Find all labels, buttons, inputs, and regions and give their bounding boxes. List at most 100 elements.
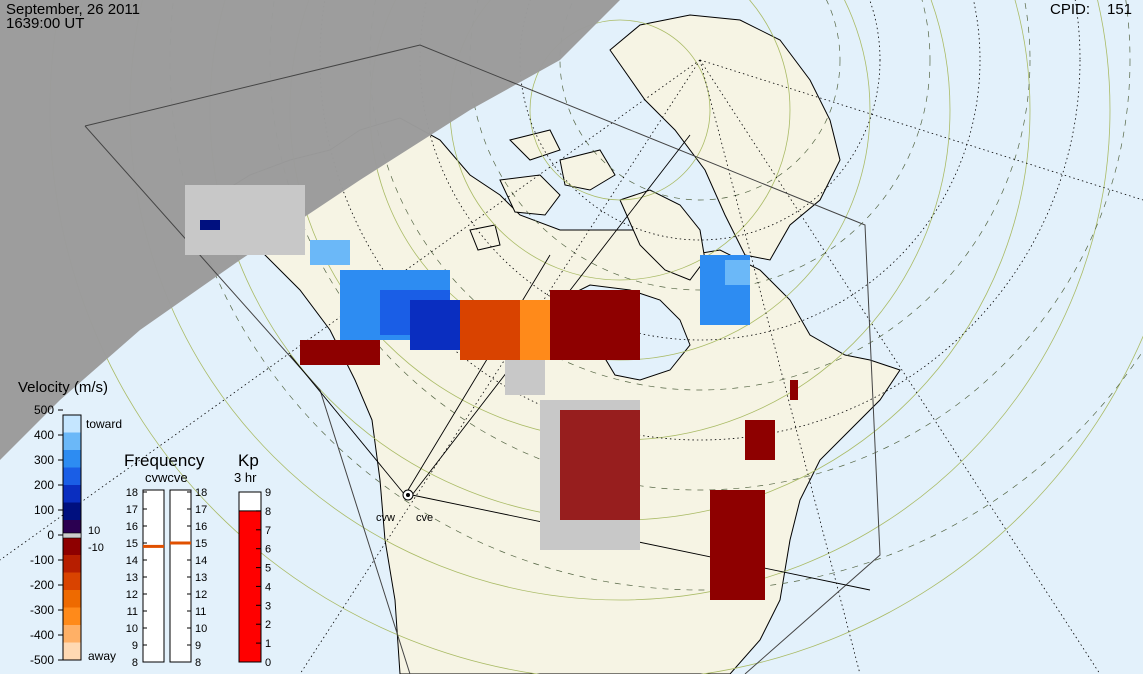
frequency-tick-label-left: 16 xyxy=(126,521,138,533)
velocity-tick-label: 0 xyxy=(47,528,54,542)
toward-cell xyxy=(200,220,220,230)
kp-tick-label: 4 xyxy=(265,581,271,593)
frequency-tick-label-right: 12 xyxy=(195,589,207,601)
frequency-tick-labels: 18 17 16 15 14 13 12 11 10 9 8 18 17 16 15 14 13 12 11 10 9 8 xyxy=(126,487,208,669)
velocity-tick-label: 400 xyxy=(34,428,54,442)
frequency-tick-label-left: 17 xyxy=(126,504,138,516)
frequency-tick-label-left: 15 xyxy=(126,538,138,550)
fov-edge xyxy=(404,254,551,496)
radar-label-cvw: cvw xyxy=(376,512,395,524)
velocity-scale-band xyxy=(63,590,81,608)
velocity-toward-label: toward xyxy=(86,417,122,431)
frequency-tick-label-left: 10 xyxy=(126,623,138,635)
frequency-tick-label-right: 16 xyxy=(195,521,207,533)
velocity-scale-band xyxy=(63,450,81,468)
frequency-tick-label-right: 13 xyxy=(195,572,207,584)
frequency-tick-label-right: 11 xyxy=(195,606,206,618)
kp-tick-label: 1 xyxy=(265,638,271,650)
frequency-markers xyxy=(143,541,191,548)
night-shade xyxy=(0,0,620,460)
velocity-tick-label: -500 xyxy=(30,653,54,667)
velocity-tick-label: 300 xyxy=(34,453,54,467)
dotted-meridian xyxy=(0,59,701,561)
velocity-tick-label: 500 xyxy=(34,403,54,417)
frequency-legend-subtitle: cvwcve xyxy=(145,470,188,485)
dotted-meridian xyxy=(699,59,1143,201)
frequency-tick-label-right: 14 xyxy=(195,555,207,567)
projection-frame xyxy=(84,44,881,674)
velocity-legend-title: Velocity (m/s) xyxy=(18,379,108,396)
magnetic-latitude-circle xyxy=(269,0,1131,491)
velocity-scale-band xyxy=(63,502,81,521)
kp-tick-label: 9 xyxy=(265,487,271,499)
velocity-tick-label: -300 xyxy=(30,603,54,617)
latitude-circle xyxy=(529,19,711,201)
dotted-latitude-circle xyxy=(419,0,981,341)
away-cell xyxy=(710,490,765,600)
frequency-marker-cvw xyxy=(143,544,164,548)
away-cell xyxy=(550,290,640,360)
velocity-scale-band xyxy=(63,537,81,556)
radar-site-center xyxy=(406,493,410,497)
dotted-meridian xyxy=(699,59,1101,674)
magnetic-latitude-circle xyxy=(559,0,841,201)
frequency-legend-title: Frequency xyxy=(124,451,205,470)
velocity-tick-label: 200 xyxy=(34,478,54,492)
magnetic-latitude-circle xyxy=(169,0,1143,591)
kp-tick-labels: 9 8 7 6 5 4 3 2 1 0 xyxy=(256,487,271,669)
frequency-bar-cvw xyxy=(142,489,165,663)
arctic-island-4 xyxy=(469,224,501,251)
toward-cell xyxy=(410,300,465,350)
kp-legend-subtitle: 3 hr xyxy=(234,470,257,485)
fov-edge xyxy=(289,354,406,496)
toward-cell xyxy=(725,260,750,285)
radar-sites: cvw cve xyxy=(376,489,433,524)
velocity-scale-band xyxy=(63,555,81,573)
away-cell xyxy=(790,380,798,400)
ground-scatter-cell xyxy=(505,360,545,395)
frequency-tick-label-left: 12 xyxy=(126,589,138,601)
toward-cell xyxy=(310,240,350,265)
kp-tick-label: 2 xyxy=(265,619,271,631)
arctic-island-3 xyxy=(509,129,561,161)
kp-tick-label: 8 xyxy=(265,506,271,518)
velocity-tick-labels: 500 400 300 200 100 0 -100 -200 -300 -400 -500 xyxy=(30,403,63,667)
away-cell xyxy=(460,300,520,360)
radar-label-cve: cve xyxy=(416,512,433,524)
kp-tick-label: 6 xyxy=(265,544,271,556)
velocity-scale-band xyxy=(63,642,81,661)
frequency-tick-label-right: 18 xyxy=(195,487,207,499)
velocity-tick-label: 100 xyxy=(34,503,54,517)
frequency-tick-label-left: 11 xyxy=(127,606,138,618)
dotted-meridian xyxy=(299,59,701,674)
away-cells xyxy=(300,290,798,600)
kp-legend-title: Kp xyxy=(238,451,259,470)
away-cell xyxy=(300,340,380,365)
frequency-tick-label-right: 10 xyxy=(195,623,207,635)
arctic-island-1 xyxy=(499,174,561,216)
frequency-tick-label-left: 14 xyxy=(126,555,138,567)
velocity-tick-label: -200 xyxy=(30,578,54,592)
velocity-scale-band xyxy=(63,415,81,433)
velocity-cells xyxy=(185,185,798,600)
frequency-bar-cve xyxy=(169,489,192,663)
velocity-scale-band xyxy=(63,485,81,503)
velocity-away-label: away xyxy=(88,649,116,663)
velocity-scale-band xyxy=(63,432,81,451)
time-label: 1639:00 UT xyxy=(6,15,85,32)
cpid-label: CPID: xyxy=(1050,1,1091,18)
velocity-scale-band xyxy=(63,572,81,591)
frequency-tick-label-right: 8 xyxy=(195,657,201,669)
kp-tick-label: 7 xyxy=(265,525,271,537)
kp-tick-label: 5 xyxy=(265,563,271,575)
frequency-tick-label-right: 17 xyxy=(195,504,207,516)
fov-edge xyxy=(411,494,871,591)
dotted-latitude-circle xyxy=(519,0,881,241)
frequency-tick-label-left: 8 xyxy=(132,657,138,669)
velocity-tick-label: -100 xyxy=(30,553,54,567)
date-label: September, 26 2011 xyxy=(6,1,140,18)
away-cell xyxy=(560,410,640,520)
velocity-ground-scatter-band xyxy=(62,532,82,539)
velocity-scale-band xyxy=(63,607,81,626)
